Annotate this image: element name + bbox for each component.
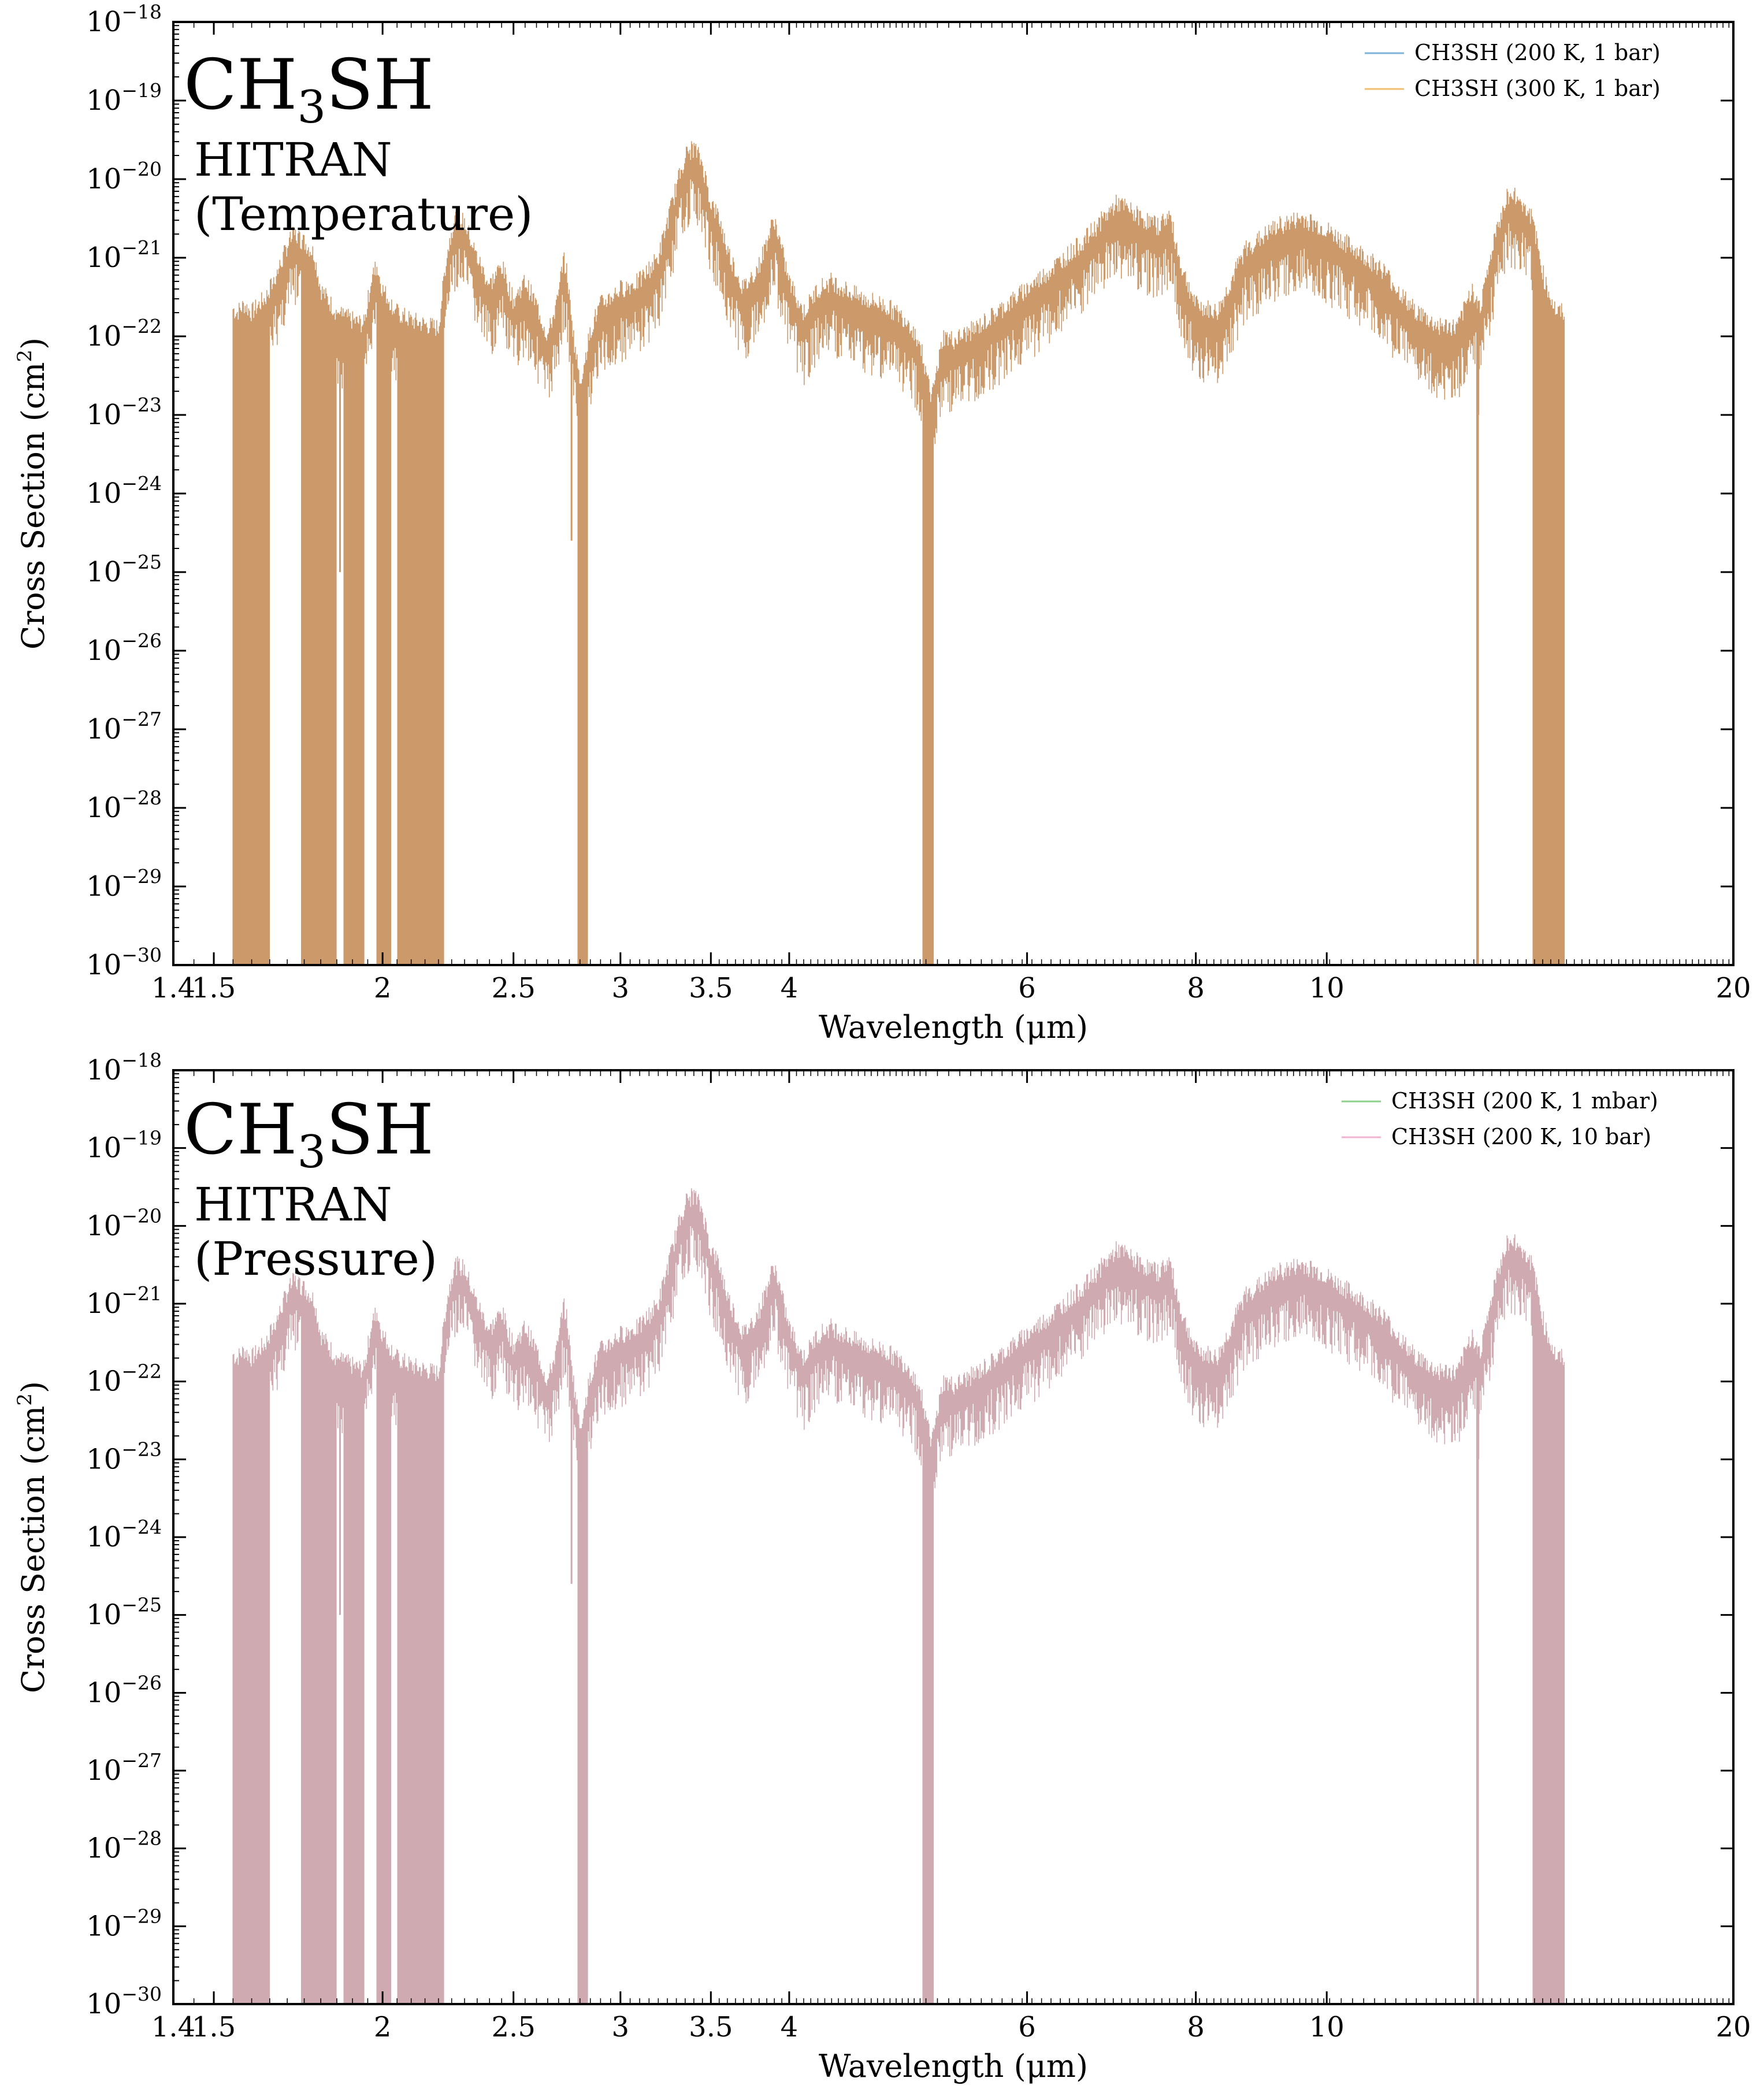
y-tick-label: 10−25 — [86, 551, 162, 588]
y-tick-label: 10−20 — [86, 158, 162, 195]
legend-label-1: CH3SH (300 K, 1 bar) — [1414, 76, 1661, 101]
y-tick-label: 10−26 — [86, 1671, 162, 1709]
y-axis-title: Cross Section (cm2) — [13, 1381, 51, 1693]
molecule-label: CH3SH — [184, 1090, 434, 1178]
x-tick-label: 8 — [1187, 972, 1205, 1004]
x-tick-label: 2.5 — [492, 2011, 536, 2043]
x-axis-title: Wavelength (μm) — [819, 1009, 1088, 1045]
x-tick-label: 4 — [781, 972, 798, 1004]
x-tick-label: 3 — [612, 972, 630, 1004]
molecule-label: CH3SH — [184, 45, 434, 133]
legend: CH3SH (200 K, 1 bar) CH3SH (300 K, 1 bar… — [1365, 40, 1661, 101]
y-tick-label: 10−19 — [86, 1127, 162, 1164]
database-label: HITRAN — [194, 133, 392, 187]
y-tick-label: 10−24 — [86, 472, 162, 510]
x-tick-label: 20 — [1715, 972, 1751, 1004]
y-tick-label: 10−28 — [86, 1827, 162, 1865]
ticks-layer: 10−30 10−29 10−28 10−27 10−26 10−25 10−24 10−23… — [86, 1, 1751, 1004]
x-tick-label: 10 — [1309, 2011, 1345, 2043]
y-tick-label: 10−30 — [86, 944, 162, 981]
y-tick-label: 10−29 — [86, 865, 162, 903]
y-tick-label: 10−21 — [86, 1282, 162, 1320]
y-tick-label: 10−27 — [86, 1749, 162, 1787]
database-label: HITRAN — [194, 1178, 392, 1231]
y-tick-label: 10−21 — [86, 236, 162, 274]
ticks-layer: 10−30 10−29 10−28 10−27 10−26 10−25 10−24 10−23… — [86, 1049, 1751, 2043]
x-tick-label: 2 — [374, 972, 392, 1004]
x-tick-label: 6 — [1018, 972, 1036, 1004]
spectrum-layer — [232, 1188, 1565, 2004]
y-tick-label: 10−24 — [86, 1516, 162, 1553]
y-tick-label: 10−18 — [86, 1049, 162, 1086]
y-tick-label: 10−28 — [86, 786, 162, 824]
x-tick-label: 1.5 — [192, 972, 236, 1004]
y-tick-label: 10−22 — [86, 315, 162, 353]
x-tick-label: 10 — [1309, 972, 1345, 1004]
x-tick-label: 1.4 — [151, 972, 195, 1004]
variation-label: (Temperature) — [194, 187, 533, 241]
x-tick-label: 2.5 — [492, 972, 536, 1004]
x-tick-label: 8 — [1187, 2011, 1205, 2043]
y-axis-title: Cross Section (cm2) — [13, 337, 51, 650]
x-tick-label: 1.5 — [192, 2011, 236, 2043]
y-tick-label: 10−23 — [86, 1438, 162, 1475]
x-tick-label: 3.5 — [689, 2011, 733, 2043]
x-tick-label: 6 — [1018, 2011, 1036, 2043]
legend-label-1: CH3SH (200 K, 10 bar) — [1391, 1124, 1651, 1149]
x-tick-label: 3.5 — [689, 972, 733, 1004]
y-tick-label: 10−19 — [86, 79, 162, 117]
y-tick-label: 10−29 — [86, 1905, 162, 1942]
x-tick-label: 1.4 — [151, 2011, 195, 2043]
y-tick-label: 10−22 — [86, 1360, 162, 1398]
legend-label-0: CH3SH (200 K, 1 bar) — [1414, 40, 1661, 65]
legend: CH3SH (200 K, 1 mbar) CH3SH (200 K, 10 b… — [1342, 1088, 1658, 1149]
x-tick-label: 2 — [374, 2011, 392, 2043]
spectrum-temperature — [232, 141, 1565, 965]
spectrum-layer — [232, 141, 1565, 965]
variation-label: (Pressure) — [194, 1232, 437, 1286]
legend-label-0: CH3SH (200 K, 1 mbar) — [1391, 1088, 1658, 1114]
spectrum-pressure — [232, 1188, 1565, 2004]
y-tick-label: 10−20 — [86, 1204, 162, 1242]
x-tick-label: 20 — [1715, 2011, 1751, 2043]
x-axis-title: Wavelength (μm) — [819, 2048, 1088, 2084]
chart-panel-pressure: 10−30 10−29 10−28 10−27 10−26 10−25 10−24 10−23… — [13, 1049, 1751, 2084]
y-tick-label: 10−23 — [86, 394, 162, 431]
y-tick-label: 10−27 — [86, 708, 162, 745]
y-tick-label: 10−25 — [86, 1594, 162, 1631]
y-tick-label: 10−18 — [86, 1, 162, 38]
x-tick-label: 3 — [612, 2011, 630, 2043]
x-tick-label: 4 — [781, 2011, 798, 2043]
y-tick-label: 10−30 — [86, 1983, 162, 2020]
y-tick-label: 10−26 — [86, 629, 162, 667]
chart-panel-temperature: 10−30 10−29 10−28 10−27 10−26 10−25 10−24 10−23… — [13, 1, 1751, 1045]
